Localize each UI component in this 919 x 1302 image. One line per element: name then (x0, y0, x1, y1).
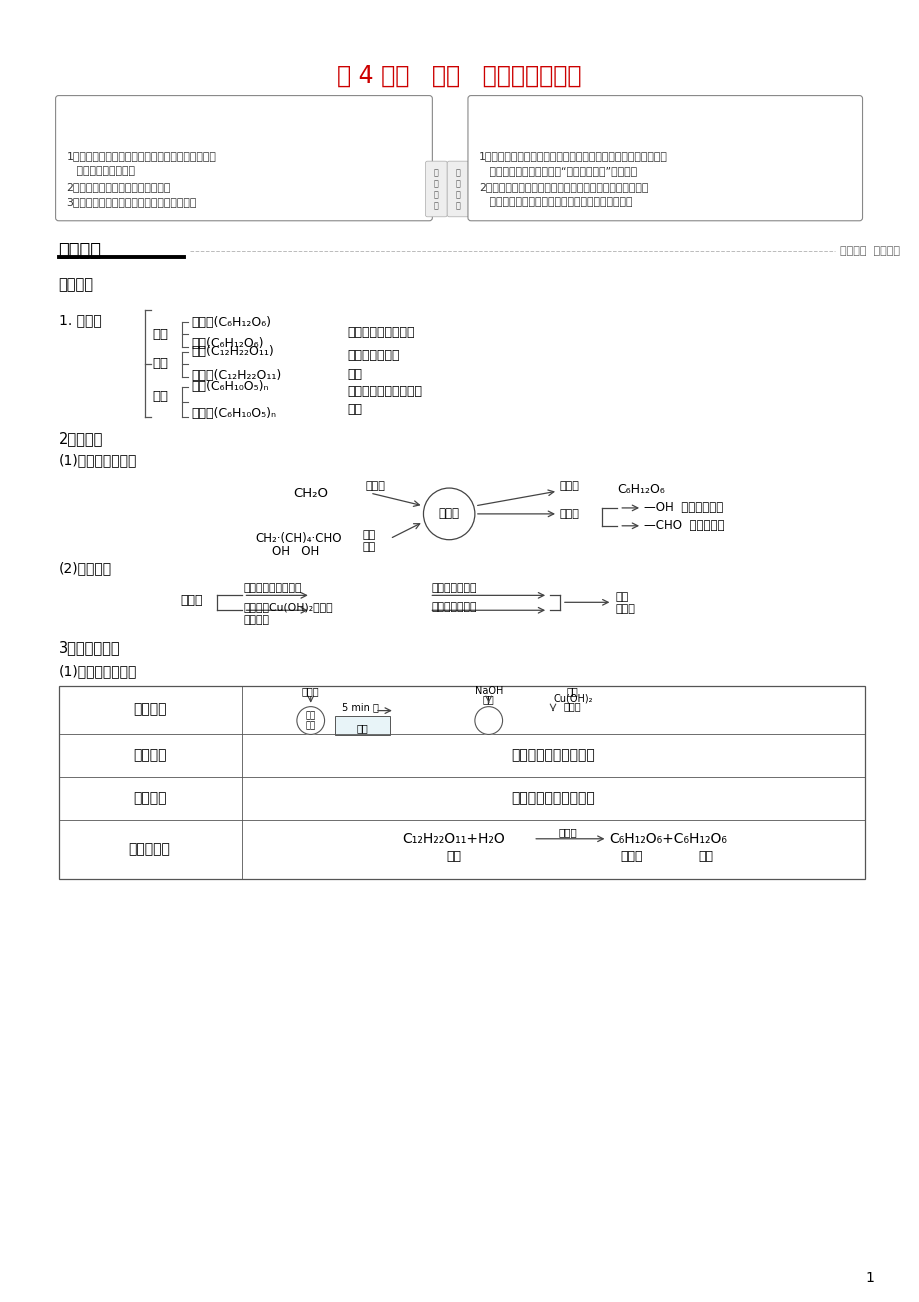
Text: 一、糖类: 一、糖类 (59, 277, 94, 292)
Circle shape (297, 707, 324, 734)
Text: 加入新制Cu(OH)₂悬浊液: 加入新制Cu(OH)₂悬浊液 (244, 603, 333, 612)
Text: 1．知道糖类的组成、性质和用途，掌握葡萄糖的结
   构和主要化学性质。
2．掌握蛋白质的组成和主要性质。
3．了解糖类、蛋白质在日常生活中的应用。: 1．知道糖类的组成、性质和用途，掌握葡萄糖的结 构和主要化学性质。 2．掌握蛋白… (66, 151, 216, 207)
Text: 多糖: 多糖 (153, 391, 168, 404)
Text: 学
习
目
标: 学 习 目 标 (434, 168, 438, 211)
Text: 溶液: 溶液 (482, 694, 494, 703)
Text: 二者互为同分异构体: 二者互为同分异构体 (347, 326, 414, 339)
Text: 产生砖红色沉淠: 产生砖红色沉淠 (431, 603, 476, 612)
Text: 葡萄糖: 葡萄糖 (181, 594, 203, 607)
Text: —CHO  具有还原性: —CHO 具有还原性 (643, 519, 723, 533)
Text: 蔽糖(C₁₂H₂₂O₁₁): 蔽糖(C₁₂H₂₂O₁₁) (191, 345, 274, 358)
Bar (59, 686, 864, 879)
Text: 催化剑: 催化剑 (558, 827, 576, 837)
Text: 结构: 结构 (362, 530, 375, 540)
FancyBboxPatch shape (425, 161, 447, 217)
Text: 1. 分类＜: 1. 分类＜ (59, 314, 101, 327)
Text: 加入银氨溶液、加热: 加入银氨溶液、加热 (244, 583, 301, 594)
FancyBboxPatch shape (447, 161, 469, 217)
Text: (2)特征反应: (2)特征反应 (59, 561, 111, 575)
Text: 最简式: 最简式 (365, 480, 384, 491)
Text: 蔽糖水解有葡萄糖生成: 蔽糖水解有葡萄糖生成 (511, 792, 595, 805)
Text: NaOH: NaOH (474, 686, 503, 695)
Text: 二者互为同分异: 二者互为同分异 (347, 349, 400, 362)
Text: 通式相同，不是同分异: 通式相同，不是同分异 (347, 385, 422, 398)
Text: 葡萄糖: 葡萄糖 (615, 604, 634, 615)
Text: 加热煌汸: 加热煌汸 (244, 616, 269, 625)
Text: C₁₂H₂₂O₁₁+H₂O: C₁₂H₂₂O₁₁+H₂O (403, 832, 505, 846)
Text: C₆H₁₂O₆: C₆H₁₂O₆ (617, 483, 664, 496)
Text: 麦芽糖(C₁₂H₂₂O₁₁): 麦芽糖(C₁₂H₂₂O₁₁) (191, 370, 281, 383)
Text: 实验结论: 实验结论 (132, 792, 166, 805)
Text: 3．糖类的水解: 3．糖类的水解 (59, 641, 120, 655)
Text: 葡萄糖: 葡萄糖 (438, 508, 460, 521)
Text: 第 4 课时   糖类   蛋白质和氨基酸: 第 4 课时 糖类 蛋白质和氨基酸 (336, 64, 581, 87)
Text: 构体: 构体 (347, 404, 362, 417)
Text: C₆H₁₂O₆+C₆H₁₂O₆: C₆H₁₂O₆+C₆H₁₂O₆ (608, 832, 726, 846)
Text: 启迪思维  探究规律: 启迪思维 探究规律 (839, 246, 899, 255)
Text: 葡萄糖: 葡萄糖 (620, 850, 642, 863)
Circle shape (423, 488, 474, 540)
Text: 单糖: 单糖 (153, 328, 168, 341)
Text: CH₂O: CH₂O (293, 487, 328, 500)
Text: 稀硫酸: 稀硫酸 (301, 686, 319, 695)
Text: 检验: 检验 (615, 592, 628, 603)
Text: 简式: 简式 (362, 542, 375, 552)
Text: 反应方程式: 反应方程式 (129, 841, 170, 855)
FancyBboxPatch shape (55, 95, 432, 221)
Text: 蔽糖: 蔽糖 (446, 850, 461, 863)
Text: 果糖(C₆H₁₂O₆): 果糖(C₆H₁₂O₆) (191, 337, 263, 350)
Text: 果糖: 果糖 (698, 850, 713, 863)
Text: 2．葡萄糖: 2．葡萄糖 (59, 431, 103, 445)
Text: 5 min 后: 5 min 后 (341, 703, 379, 712)
Text: 纤维素(C₆H₁₀O₅)ₙ: 纤维素(C₆H₁₀O₅)ₙ (191, 408, 276, 421)
Text: 淠粉(C₆H₁₀O₅)ₙ: 淠粉(C₆H₁₀O₅)ₙ (191, 380, 268, 393)
Text: 新知导学: 新知导学 (59, 242, 101, 259)
Circle shape (474, 707, 502, 734)
Text: 悬浊液: 悬浊液 (563, 702, 581, 712)
Text: (1)分子结构和性质: (1)分子结构和性质 (59, 453, 137, 467)
Text: 蔽糖
溶液: 蔽糖 溶液 (305, 711, 315, 730)
Text: 核
心
素
养: 核 心 素 养 (455, 168, 460, 211)
Text: OH   OH: OH OH (272, 546, 319, 559)
Text: 实验操作: 实验操作 (132, 703, 166, 716)
Text: 实验现象: 实验现象 (132, 749, 166, 763)
Text: 二糖: 二糖 (153, 357, 168, 370)
Text: (1)蔽糖的水解反应: (1)蔽糖的水解反应 (59, 664, 137, 678)
Text: 热水: 热水 (356, 724, 368, 733)
Text: 形成光亮的银镜: 形成光亮的银镜 (431, 583, 476, 594)
Text: 最终有砖红色沉淠生成: 最终有砖红色沉淠生成 (511, 749, 595, 763)
Text: 分子式: 分子式 (560, 480, 579, 491)
Text: 1．微观探析：能从宏观和微观的角度认识糖类、蛋白质的组成、
   结构、性质和变化，形成“结构决定性质”的概念。
2．科学探究：对糖类、蛋白质的结构、性质提出可: 1．微观探析：能从宏观和微观的角度认识糖类、蛋白质的组成、 结构、性质和变化，形… (478, 151, 667, 207)
Bar (335, 716, 390, 736)
Text: 官能团: 官能团 (560, 509, 579, 519)
Text: CH₂·(CH)₄·CHO: CH₂·(CH)₄·CHO (255, 533, 342, 546)
FancyBboxPatch shape (468, 95, 862, 221)
Text: —OH  具有醒的性质: —OH 具有醒的性质 (643, 501, 722, 514)
Text: 新制: 新制 (566, 686, 578, 695)
Text: 1: 1 (864, 1271, 873, 1285)
Text: 葡萄糖(C₆H₁₂O₆): 葡萄糖(C₆H₁₂O₆) (191, 315, 271, 328)
Text: 构体: 构体 (347, 368, 362, 381)
Text: Cu(OH)₂: Cu(OH)₂ (552, 694, 592, 703)
